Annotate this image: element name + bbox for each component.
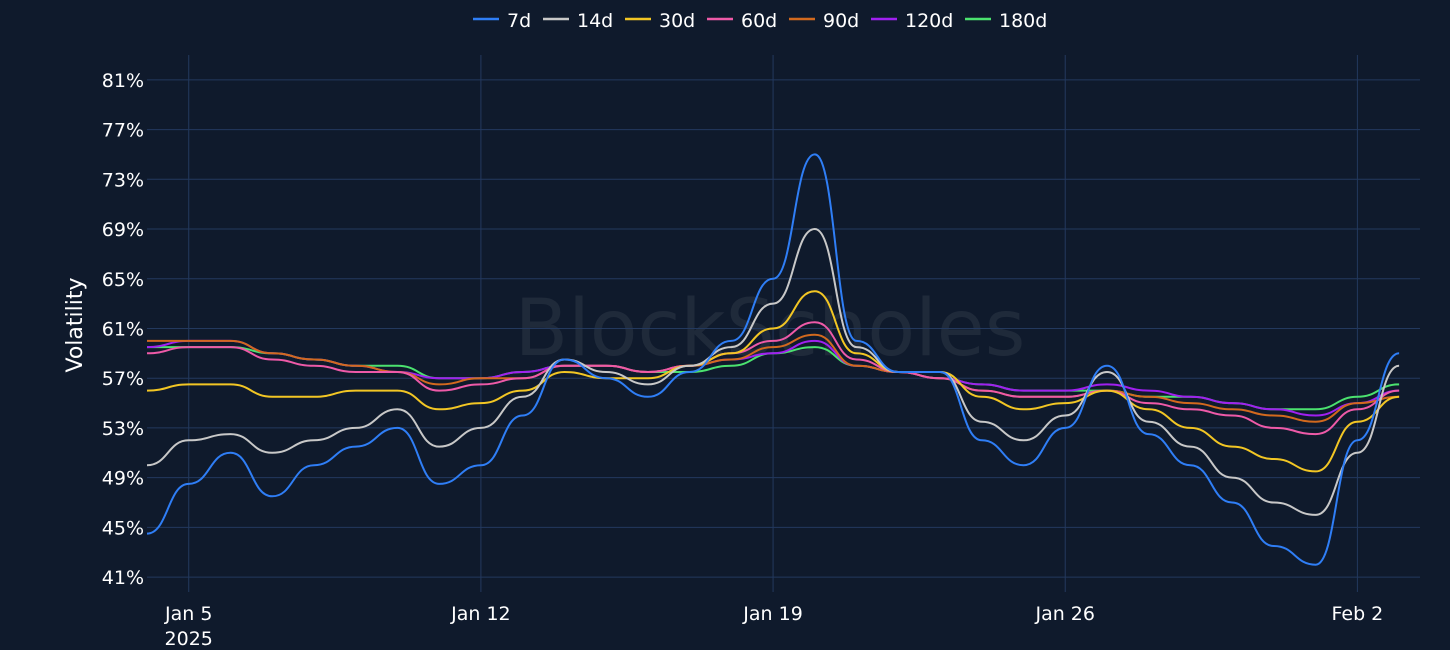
y-tick-label: 41% [102, 567, 144, 589]
series-lines [146, 153, 1400, 566]
legend: 7d 14d 30d 60d 90d 120d 180d [473, 10, 1047, 32]
legend-label-60d: 60d [741, 10, 777, 32]
x-tick-label: Jan 26 [1034, 603, 1095, 625]
legend-label-180d: 180d [999, 10, 1047, 32]
series-line-60d [146, 321, 1400, 436]
y-tick-label: 73% [102, 169, 144, 191]
legend-label-14d: 14d [577, 10, 613, 32]
legend-label-7d: 7d [507, 10, 531, 32]
y-tick-label: 53% [102, 418, 144, 440]
x-axis-tick-labels: Jan 5 2025 Jan 12 Jan 19 Jan 26 Feb 2 [164, 603, 1383, 650]
y-tick-label: 69% [102, 219, 144, 241]
y-axis-title: Volatility [63, 277, 88, 372]
y-tick-label: 81% [102, 70, 144, 92]
y-tick-label: 45% [102, 517, 144, 539]
legend-label-30d: 30d [659, 10, 695, 32]
legend-label-120d: 120d [905, 10, 953, 32]
y-tick-label: 57% [102, 368, 144, 390]
x-tick-label: Jan 5 [164, 603, 212, 625]
x-tick-label: Jan 19 [742, 603, 803, 625]
grid-lines [147, 55, 1420, 592]
y-tick-label: 65% [102, 269, 144, 291]
x-tick-sublabel: 2025 [165, 628, 213, 650]
legend-label-90d: 90d [823, 10, 859, 32]
y-tick-label: 49% [102, 468, 144, 490]
y-tick-label: 77% [102, 120, 144, 142]
x-tick-label: Jan 12 [450, 603, 511, 625]
series-line-14d [146, 228, 1400, 516]
x-tick-label: Feb 2 [1332, 603, 1384, 625]
y-axis-tick-labels: 41% 45% 49% 53% 57% 61% 65% 69% 73% 77% 81% [102, 70, 144, 589]
series-line-30d [146, 290, 1400, 473]
series-line-7d [146, 153, 1400, 566]
y-tick-label: 61% [102, 318, 144, 340]
series-line-90d [147, 333, 1400, 423]
